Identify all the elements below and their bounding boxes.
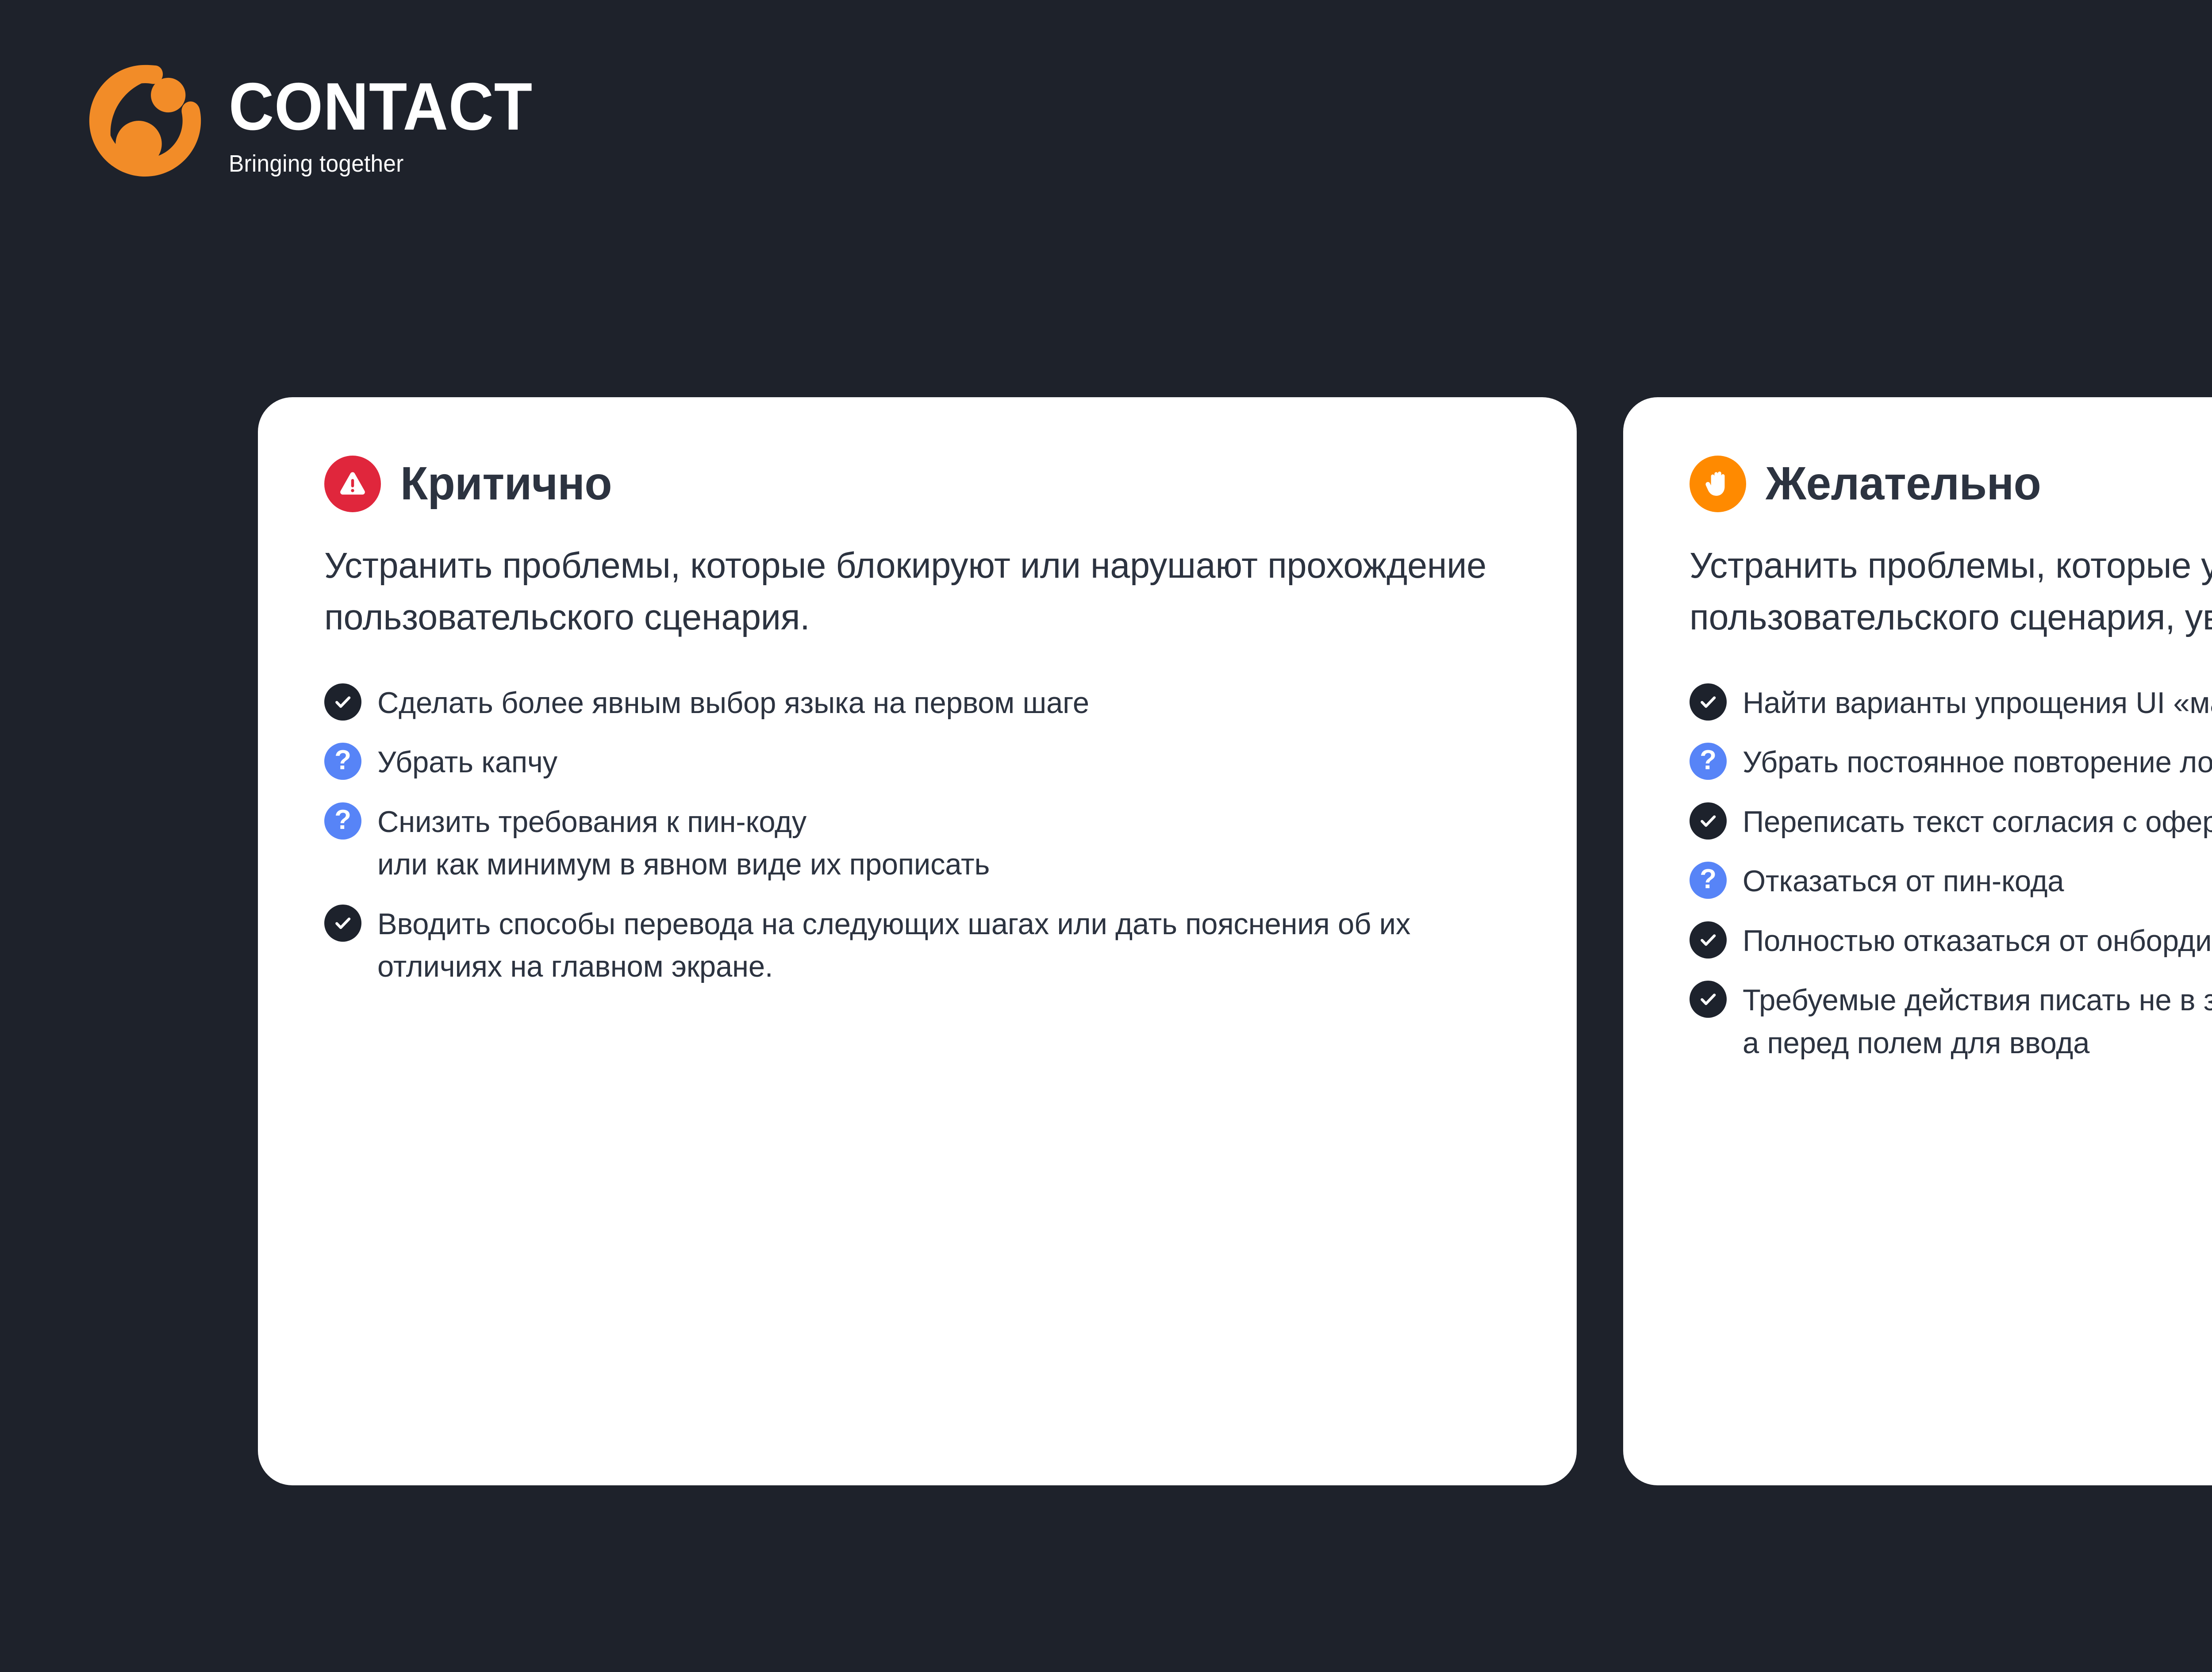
list-item: ? Снизить требования к пин-коду или как …	[324, 801, 1510, 886]
question-mark-glyph: ?	[1700, 864, 1717, 895]
card-critical-list: Сделать более явным выбор языка на перво…	[324, 682, 1510, 988]
list-item-text: Найти варианты упрощения UI «малой кровь…	[1743, 686, 2212, 720]
brand-logo: CONTACT Bringing together	[81, 57, 556, 185]
card-desirable-header: Желательно	[1690, 456, 2212, 512]
check-icon	[1690, 802, 1727, 840]
priority-cards-container: Критично Устранить проблемы, которые бло…	[258, 397, 2212, 1485]
brand-title: CONTACT	[229, 69, 533, 144]
card-desirable-description: Устранить проблемы, которые усложняют пр…	[1690, 545, 2212, 638]
list-item-text: Полностью отказаться от онбординга	[1743, 924, 2212, 958]
list-item-text: Снизить требования к пин-коду или как ми…	[377, 805, 990, 882]
list-item: Переписать текст согласия с офертой	[1690, 801, 2212, 844]
raised-hand-icon	[1690, 456, 1746, 512]
card-desirable: Желательно Устранить проблемы, которые у…	[1623, 397, 2212, 1485]
contact-logo-mark-icon	[81, 57, 209, 185]
list-item: Полностью отказаться от онбординга	[1690, 920, 2212, 963]
list-item-text: Убрать постоянное повторение логотипа	[1743, 745, 2212, 779]
question-icon: ?	[1690, 743, 1727, 780]
check-icon	[1690, 921, 1727, 959]
check-icon	[324, 683, 361, 721]
list-item: Вводить способы перевода на следующих ша…	[324, 903, 1510, 988]
question-mark-glyph: ?	[334, 745, 351, 776]
check-icon	[1690, 981, 1727, 1018]
brand-wordmark: CONTACT Bringing together	[229, 66, 556, 176]
card-desirable-title: Желательно	[1766, 457, 2041, 510]
list-item: Найти варианты упрощения UI «малой кровь…	[1690, 682, 2212, 725]
list-item: Сделать более явным выбор языка на перво…	[324, 682, 1510, 725]
card-critical-description: Устранить проблемы, которые блокируют ил…	[324, 545, 1486, 638]
list-item-text: Требуемые действия писать не в заголовке…	[1743, 983, 2212, 1060]
list-item-text: Вводить способы перевода на следующих ша…	[377, 907, 1411, 984]
list-item: ? Отказаться от пин-кода	[1690, 860, 2212, 903]
list-item: Требуемые действия писать не в заголовке…	[1690, 979, 2212, 1064]
question-mark-glyph: ?	[334, 804, 351, 835]
question-icon: ?	[324, 802, 361, 840]
question-mark-glyph: ?	[1700, 745, 1717, 776]
list-item: ? Убрать капчу	[324, 741, 1510, 784]
list-item-text: Убрать капчу	[377, 745, 557, 779]
list-item: ? Убрать постоянное повторение логотипа	[1690, 741, 2212, 784]
check-icon	[324, 904, 361, 942]
check-icon	[1690, 683, 1727, 721]
list-item-text: Переписать текст согласия с офертой	[1743, 805, 2212, 839]
card-critical: Критично Устранить проблемы, которые бло…	[258, 397, 1577, 1485]
brand-tagline: Bringing together	[229, 150, 404, 177]
list-item-text: Отказаться от пин-кода	[1743, 864, 2064, 898]
card-desirable-list: Найти варианты упрощения UI «малой кровь…	[1690, 682, 2212, 1065]
warning-triangle-icon	[324, 456, 381, 512]
card-critical-title: Критично	[400, 457, 612, 510]
question-icon: ?	[1690, 862, 1727, 899]
question-icon: ?	[324, 743, 361, 780]
card-critical-header: Критично	[324, 456, 1510, 512]
list-item-text: Сделать более явным выбор языка на перво…	[377, 686, 1089, 720]
